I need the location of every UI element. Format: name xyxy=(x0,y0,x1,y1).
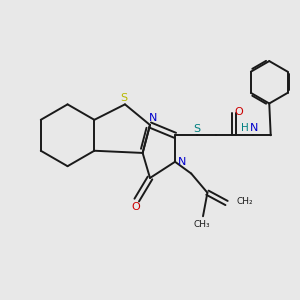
Text: CH₂: CH₂ xyxy=(237,197,253,206)
Text: CH₃: CH₃ xyxy=(193,220,210,229)
Text: N: N xyxy=(250,123,259,133)
Text: O: O xyxy=(235,107,244,117)
Text: N: N xyxy=(149,113,158,124)
Text: S: S xyxy=(120,94,127,103)
Text: S: S xyxy=(194,124,201,134)
Text: N: N xyxy=(178,157,187,167)
Text: H: H xyxy=(241,123,249,133)
Text: O: O xyxy=(131,202,140,212)
